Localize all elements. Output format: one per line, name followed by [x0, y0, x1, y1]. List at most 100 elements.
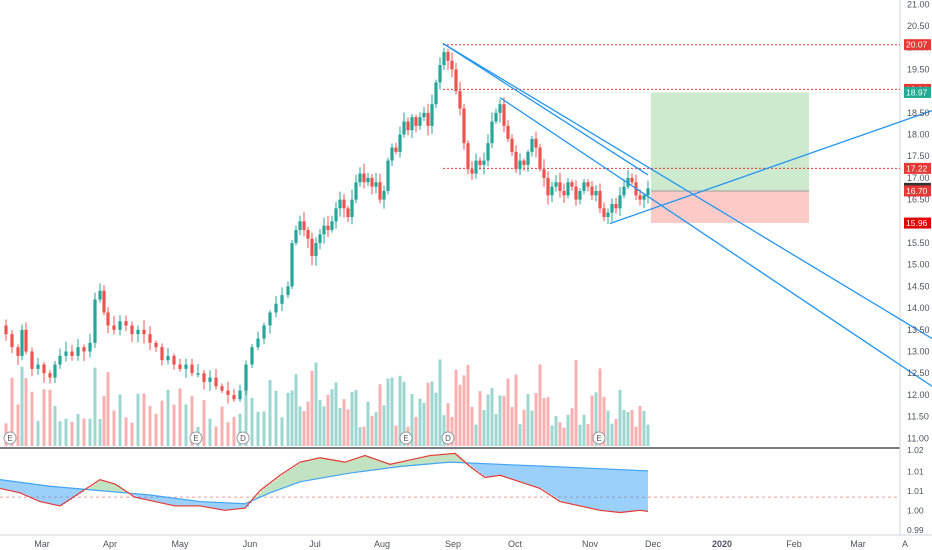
- candle-body: [466, 143, 470, 170]
- volume-bar: [256, 411, 260, 446]
- indicator-cloud: [6, 480, 9, 490]
- indicator-cloud: [528, 465, 531, 485]
- volume-bar: [338, 407, 342, 446]
- indicator-cloud: [468, 462, 471, 465]
- volume-bar: [462, 375, 466, 446]
- volume-bar: [358, 427, 362, 446]
- indicator-cloud: [384, 462, 387, 469]
- indicator-cloud: [399, 462, 402, 467]
- indicator-cloud: [444, 454, 447, 463]
- indicator-cloud: [18, 482, 21, 493]
- volume-bar: [326, 394, 330, 446]
- candle-body: [4, 325, 8, 335]
- indicator-cloud: [153, 495, 156, 502]
- indicator-cloud: [498, 464, 501, 476]
- volume-bar: [458, 384, 462, 446]
- price-tick-label: 16.50: [907, 195, 930, 205]
- indicator-cloud: [486, 463, 489, 478]
- indicator-cloud: [363, 456, 366, 472]
- candle-body: [184, 364, 188, 369]
- candle-body: [16, 347, 20, 356]
- indicator-cloud: [273, 480, 276, 492]
- price-tick-label: 17.50: [907, 151, 930, 161]
- volume-bar: [102, 396, 106, 446]
- time-axis[interactable]: Mar Apr May Jun Jul Aug Sep Oct Nov Dec 2020 Feb Mar…: [34, 539, 908, 549]
- candle-body: [160, 347, 164, 361]
- trendlines[interactable]: [442, 42, 932, 387]
- volume-bar: [136, 393, 140, 446]
- profit-zone: [651, 92, 809, 191]
- indicator-cloud: [195, 500, 198, 506]
- candle-body: [514, 151, 518, 170]
- candle-body: [570, 182, 574, 187]
- earnings-marker-label: E: [403, 434, 408, 443]
- candle-body: [166, 355, 170, 361]
- indicator-cloud: [201, 501, 204, 507]
- price-tick-label: 14.00: [907, 303, 930, 313]
- volume-bar: [160, 400, 164, 446]
- indicator-cloud: [411, 459, 414, 466]
- volume-bar: [586, 423, 590, 446]
- volume-bar: [494, 413, 498, 446]
- indicator-cloud: [348, 461, 351, 474]
- indicator-cloud: [309, 460, 312, 481]
- candle-body: [546, 177, 550, 196]
- indicator-cloud: [375, 459, 378, 470]
- earnings-marker: [236, 431, 250, 445]
- candle-body: [470, 169, 474, 174]
- indicator-cloud: [135, 493, 138, 498]
- price-axis[interactable]: 21.0020.5020.0019.5019.0018.5018.0017.50…: [904, 0, 931, 535]
- indicator-cloud: [180, 498, 183, 506]
- indicator-cloud: [210, 502, 213, 508]
- indicator-cloud: [420, 457, 423, 465]
- volume-bar: [106, 372, 110, 446]
- candle-body: [190, 364, 194, 374]
- candle-body: [486, 143, 490, 161]
- indicator-cloud: [567, 467, 570, 504]
- volume-bar: [98, 419, 102, 446]
- volume-bar: [118, 394, 122, 446]
- indicator-cloud: [366, 455, 369, 471]
- candle-body: [148, 334, 152, 343]
- indicator-tick-label: 1.00: [907, 506, 924, 516]
- volume-bar: [322, 406, 326, 446]
- price-label-badge: [904, 217, 931, 229]
- indicator-cloud: [63, 487, 66, 504]
- candle-body: [406, 121, 410, 131]
- price-label-text: 16.70: [906, 186, 928, 196]
- time-tick-label: Jul: [309, 539, 321, 549]
- volume-bar: [490, 388, 494, 446]
- trendline: [442, 42, 649, 176]
- volume-bar: [582, 414, 586, 446]
- indicator-cloud: [633, 470, 636, 512]
- indicator-cloud: [108, 481, 111, 492]
- candle-body: [82, 347, 86, 352]
- indicator-cloud: [258, 492, 261, 499]
- indicator-cloud: [516, 465, 519, 481]
- indicator-cloud: [231, 503, 234, 510]
- indicator-cloud: [90, 486, 93, 490]
- candle-body: [274, 303, 278, 313]
- candle-body: [526, 151, 530, 165]
- volume-bar: [314, 362, 318, 446]
- volume-bar: [178, 388, 182, 446]
- volume-bar: [112, 410, 116, 446]
- volume-bar: [446, 403, 450, 446]
- indicator-cloud: [450, 453, 453, 463]
- candle-body: [70, 351, 74, 356]
- earnings-marker: [189, 431, 203, 445]
- volume-bar: [330, 389, 334, 446]
- indicator-cloud: [174, 498, 177, 506]
- volume-bar: [202, 400, 206, 446]
- indicator-cloud: [48, 485, 51, 504]
- time-tick-label: Dec: [645, 539, 662, 549]
- indicator-cloud: [429, 455, 432, 464]
- volume-bar: [172, 404, 176, 446]
- volume-bar: [366, 401, 370, 446]
- candle-body: [106, 312, 110, 326]
- indicator-fast-line: [0, 452, 649, 514]
- volume-bar: [646, 424, 650, 446]
- long-position-tool[interactable]: [651, 92, 809, 224]
